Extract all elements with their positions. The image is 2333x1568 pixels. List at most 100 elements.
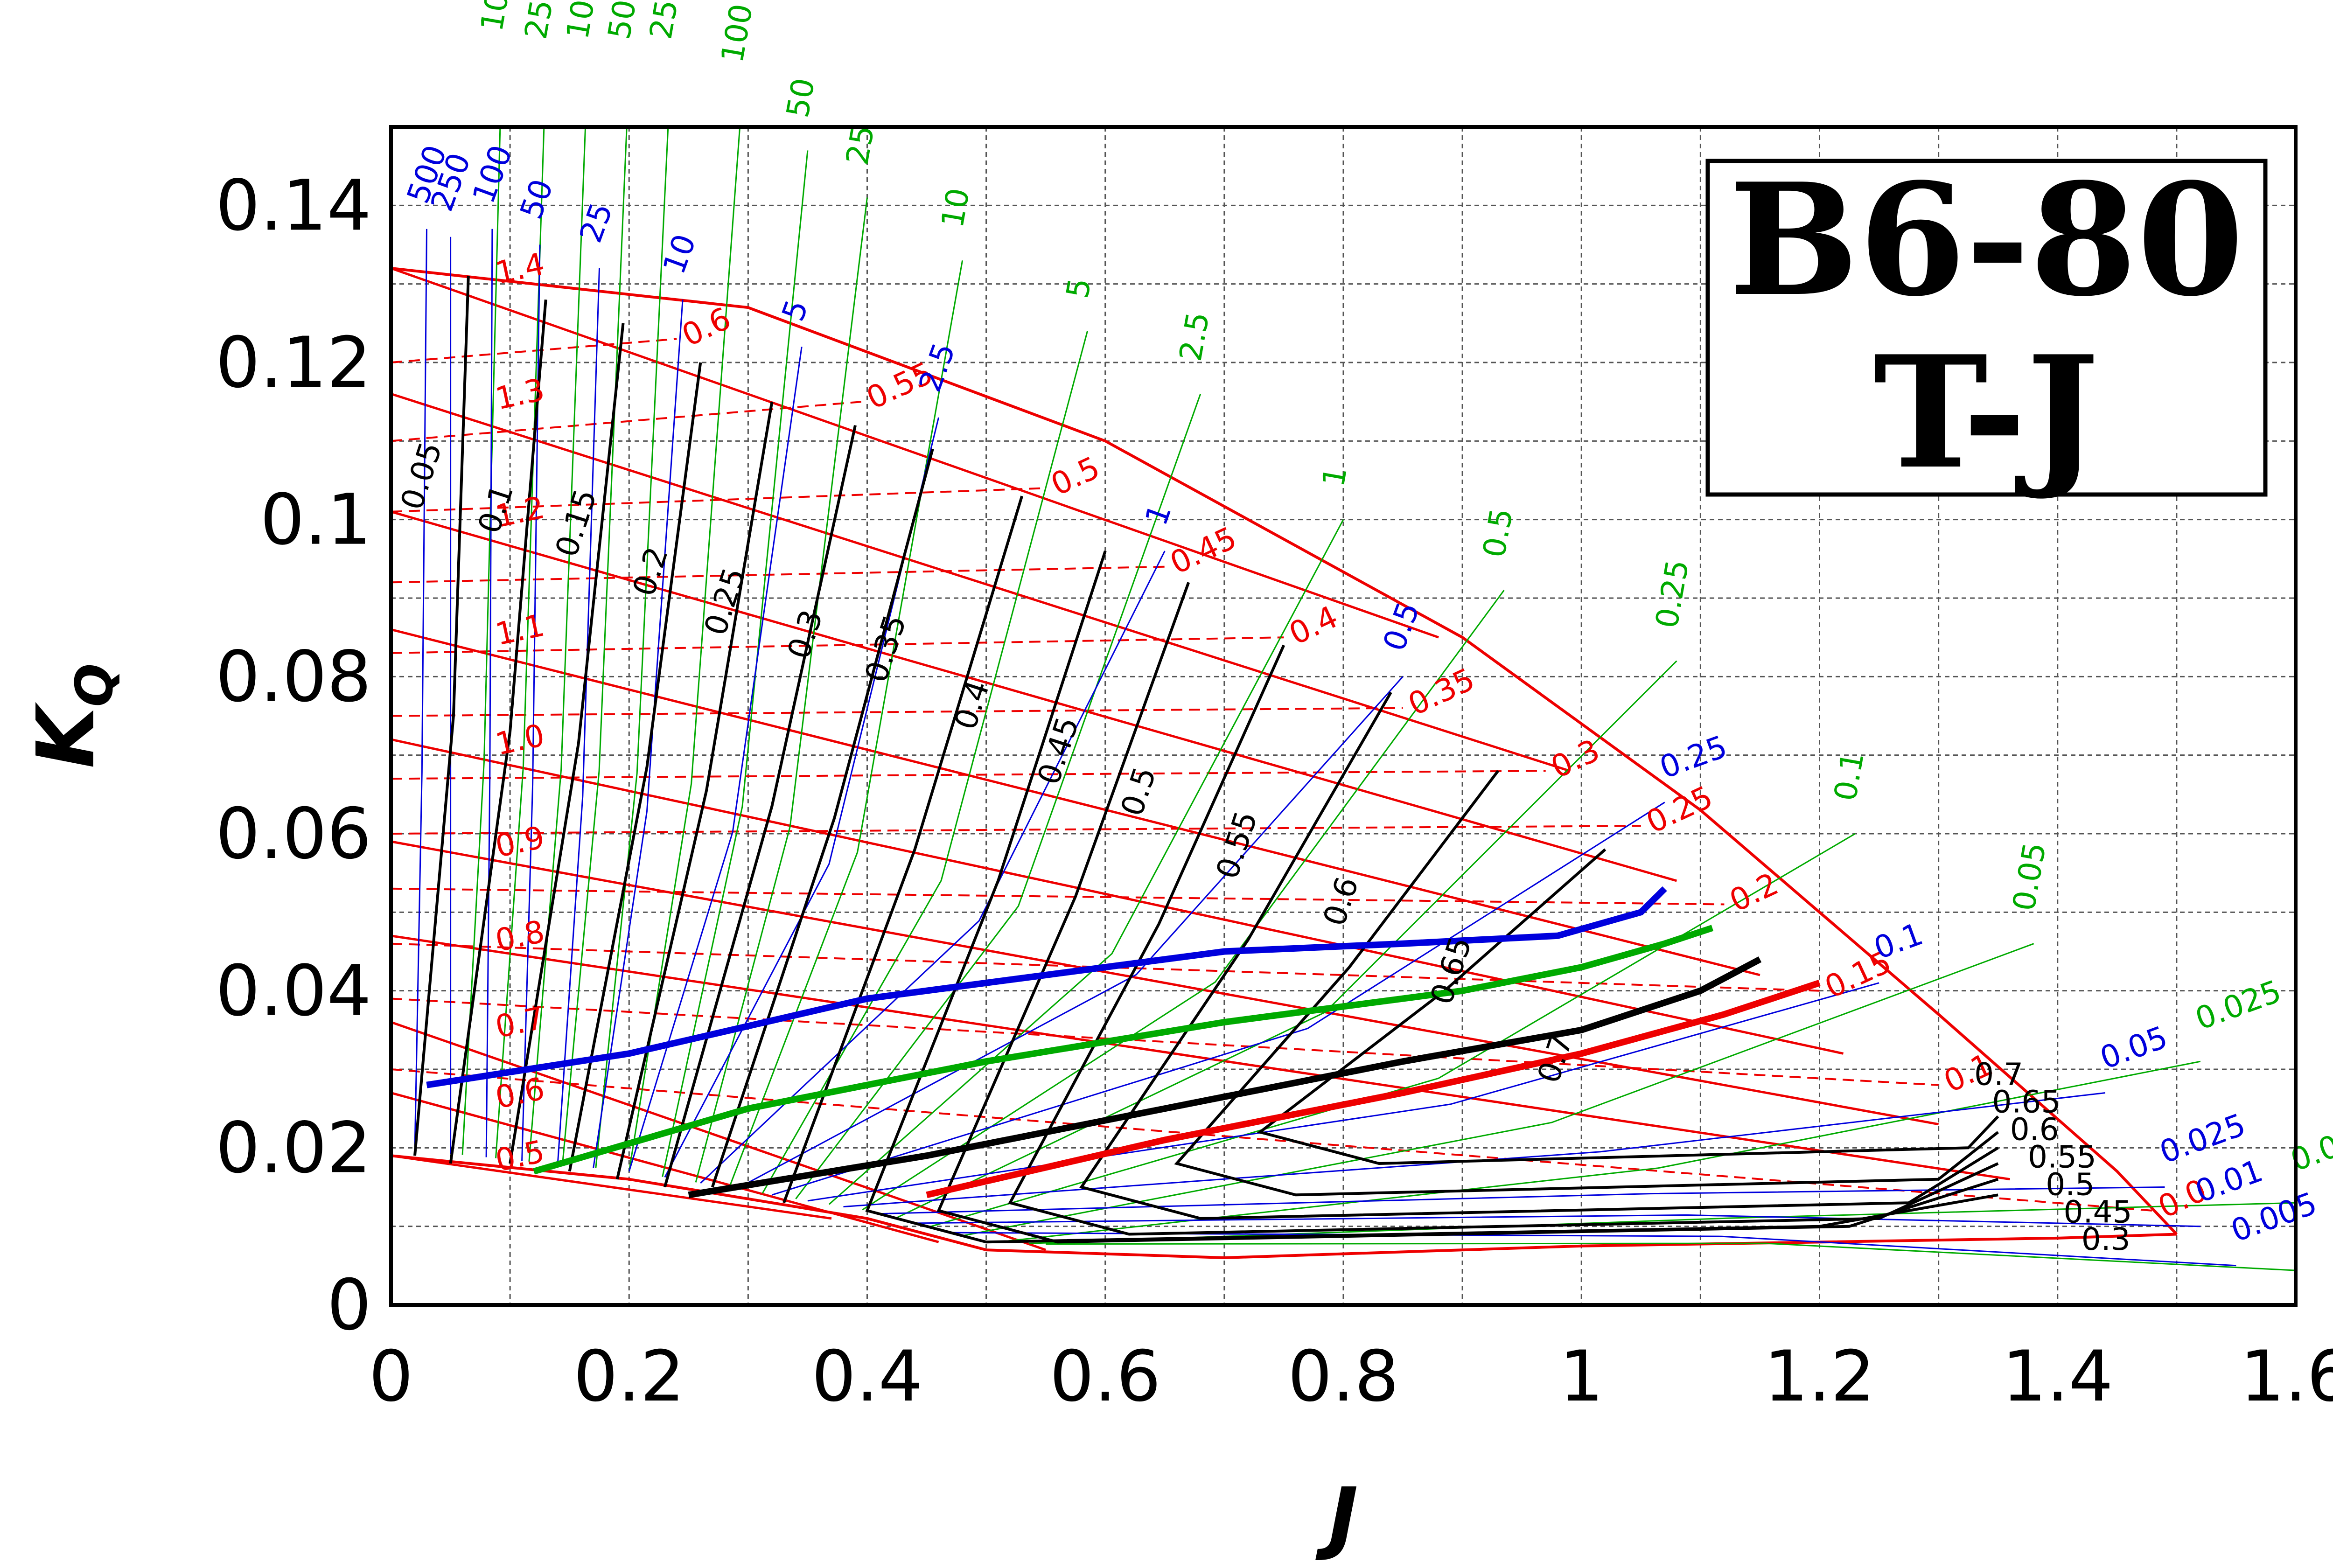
black-label: 0.45 [1031,712,1086,789]
y-tick-label: 0.08 [216,636,371,718]
red-solid-line [391,1021,1047,1251]
annotation-box-line2: T-J [1873,322,2099,503]
annotation-box-line1: B6-80 [1729,149,2244,330]
x-tick-label: 1 [1559,1336,1604,1417]
blue-line [807,982,1879,1202]
x-tick-label: 0 [369,1336,413,1417]
red-dashed-label: 0.45 [1165,520,1242,581]
red-dashed-line [391,997,1939,1086]
y-axis-title-sub: Q [64,663,124,707]
green-label: 0.1 [1827,749,1871,804]
green-line [795,393,1201,1199]
curve-layer [391,127,2296,1271]
blue-line [485,229,493,1157]
black-line [413,276,470,1156]
blue-line [771,801,1665,1196]
y-tick-label: 0.04 [216,951,371,1032]
black-label: 0.35 [858,611,914,687]
blue-line [915,1214,2200,1227]
red-solid-line [391,738,1844,1055]
green-label: 0.25 [1648,557,1696,631]
x-tick-label: 0.2 [573,1336,685,1417]
blue-label: 100 [466,140,519,208]
green-line [695,197,868,1183]
red-dashed-line [391,487,1046,513]
green-label: 25 [839,123,881,167]
green-label: 2.5 [1173,309,1216,364]
green-label: 10 [935,186,977,230]
red-solid-label: 0.8 [492,913,548,959]
black-label: 0.3 [781,606,830,663]
green-label: 50 [780,76,822,120]
boundary-upper [391,267,2178,1235]
blue-label: 0.25 [1655,729,1732,786]
green-label: 5 [1059,275,1098,301]
green-label: 0.5 [1476,506,1520,560]
red-dashed-label: 0.6 [677,300,736,354]
green-label: 1 [1315,464,1354,489]
black-right-label: 0.3 [2082,1221,2130,1257]
green-label: 10000 [474,0,526,34]
green-line [495,127,545,1158]
blue-line [700,551,1166,1184]
y-tick-label: 0.14 [216,165,371,246]
red-solid-line [391,840,1939,1126]
blue-line [843,1092,2105,1208]
black-label: 0.4 [947,676,997,734]
x-axis-title: J [1315,1471,1358,1563]
y-tick-label: 0.06 [216,794,371,875]
green-line [662,150,809,1177]
y-tick-label: 0 [327,1265,371,1346]
red-solid-label: 1.1 [492,607,548,653]
black-right-label: 0.65 [1992,1084,2061,1120]
y-tick-label: 0.02 [216,1108,371,1189]
black-line [1079,691,1999,1220]
black-label: 0.55 [1209,807,1264,883]
black-right-label: 0.55 [2028,1139,2096,1175]
blue-label: 0.01 [2191,1153,2267,1210]
blue-line [414,229,427,1150]
green-line [895,660,1677,1219]
x-tick-label: 1.4 [2002,1336,2113,1417]
x-tick-label: 0.8 [1288,1336,1399,1417]
red-solid-label: 1.0 [492,717,548,762]
black-line [663,425,857,1188]
green-line [728,260,964,1188]
black-right-label: 0.45 [2064,1194,2132,1230]
blue-label: 0.05 [2096,1019,2172,1076]
plot-frame [389,125,2298,1307]
thick-curve [688,956,1762,1199]
red-solid-label: 1.3 [492,372,548,417]
black-label: 0.05 [394,438,449,514]
blue-label: 0.5 [1376,597,1426,655]
tick-layer: 0 0.2 0.4 0.6 0.8 1 1.2 1.4 1.6 0 0.02 0.04 0.06 0.08… [216,165,2333,1417]
y-axis-title: KQ [20,663,124,768]
y-axis-title-main: K [20,702,112,768]
red-dashed-line [391,401,861,442]
red-dashed-label: 0.4 [1284,599,1343,652]
red-dashed-line [391,1068,2153,1212]
red-dashed-line [391,707,1403,717]
thick-curve [533,925,1714,1175]
black-line [1257,848,1999,1165]
red-dashed-line [391,565,1165,584]
green-line [595,127,669,1168]
black-line [1008,644,1999,1236]
green-line [929,833,1856,1228]
red-solid-line [391,267,1439,639]
black-label: 0.25 [697,564,753,640]
black-label: 0.6 [1316,872,1366,930]
black-right-label: 0.6 [2010,1112,2059,1148]
red-solid-line [391,1154,832,1220]
blue-line [628,347,803,1172]
red-dashed-line [391,338,677,363]
black-label: 0.15 [548,485,604,561]
red-dashed-line [391,887,1725,906]
black-line [711,448,934,1188]
thick-curve [426,886,1667,1088]
red-dashed-line [391,770,1546,780]
blue-line [879,1186,2165,1215]
black-line [449,300,547,1164]
green-line [828,519,1344,1205]
